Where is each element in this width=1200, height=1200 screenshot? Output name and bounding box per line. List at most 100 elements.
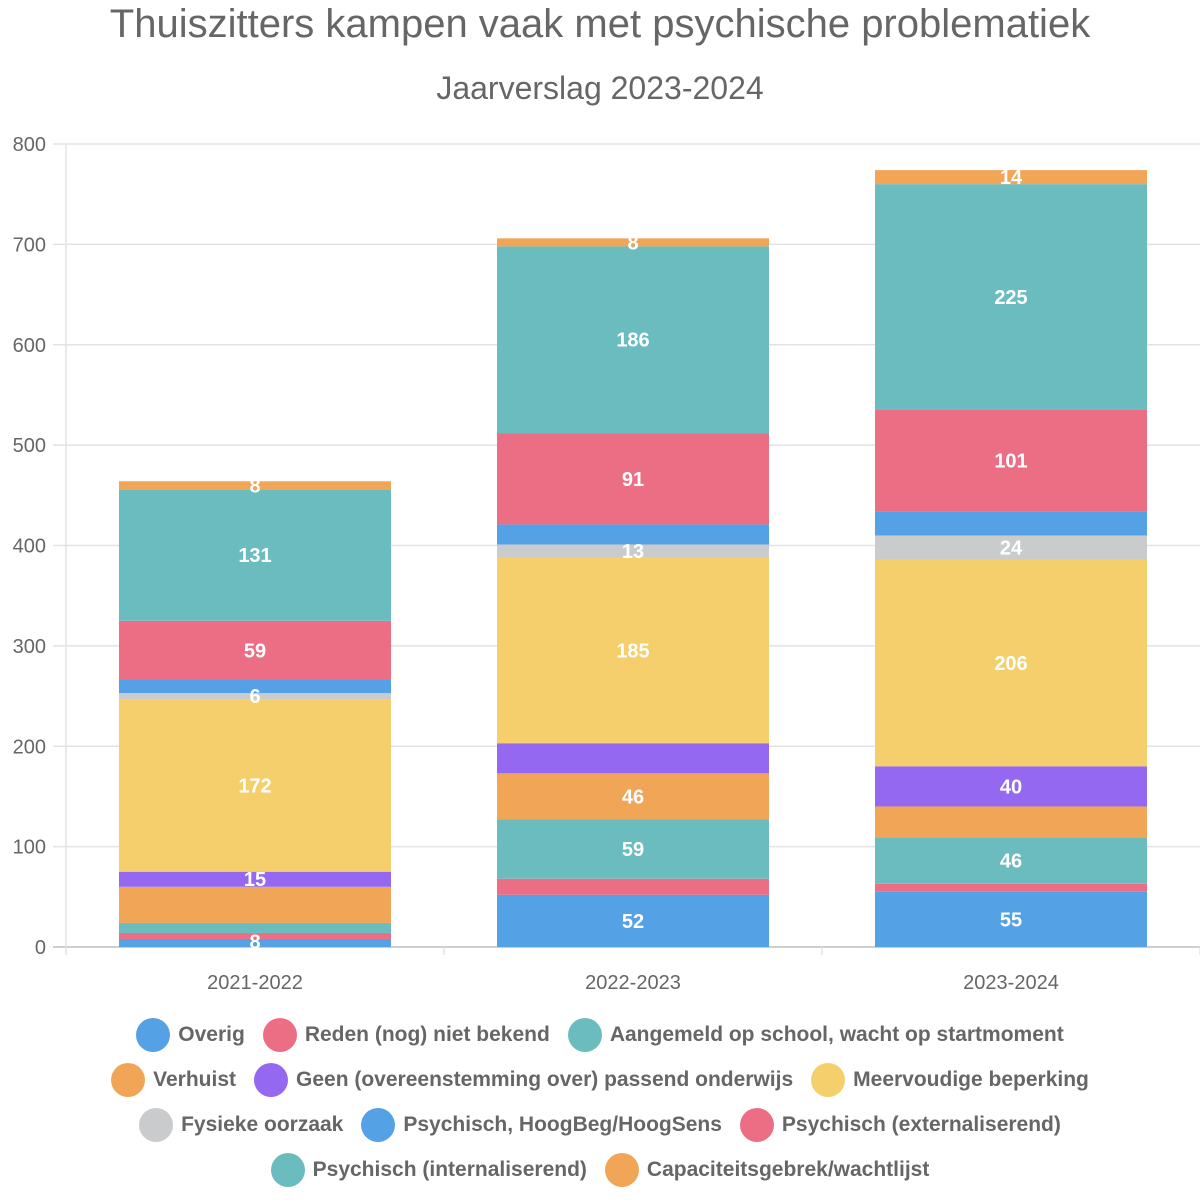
legend-item-overig[interactable]: Overig bbox=[136, 1017, 245, 1052]
legend-item-meervoudige-beperking[interactable]: Meervoudige beperking bbox=[811, 1062, 1089, 1097]
bar-segment bbox=[497, 773, 769, 820]
legend-label: Aangemeld op school, wacht op startmomen… bbox=[609, 1022, 1064, 1046]
bar-segment bbox=[875, 170, 1147, 185]
bar-segment bbox=[497, 238, 769, 247]
legend-item-capaciteitsgebrek[interactable]: Capaciteitsgebrek/wachtlijst bbox=[604, 1152, 930, 1187]
data-label: 185 bbox=[616, 640, 649, 662]
legend-label: Psychisch (internaliserend) bbox=[312, 1157, 587, 1181]
data-label: 186 bbox=[616, 330, 649, 352]
legend-label: Psychisch, HoogBeg/HoogSens bbox=[403, 1112, 722, 1136]
legend-swatch-icon bbox=[136, 1017, 171, 1052]
legend-row: Fysieke oorzaak Psychisch, HoogBeg/HoogS… bbox=[0, 1102, 1200, 1147]
chart-title: Thuiszitters kampen vaak met psychische … bbox=[109, 2, 1091, 46]
y-tick-label: 0 bbox=[35, 937, 46, 959]
data-label: 59 bbox=[244, 640, 266, 662]
bar-segment bbox=[119, 680, 391, 694]
data-label: 8 bbox=[249, 475, 260, 497]
bar-segment bbox=[497, 819, 769, 879]
bar-segment bbox=[875, 511, 1147, 536]
bar-segment bbox=[119, 943, 391, 947]
legend-item-psychisch-internaliserend[interactable]: Psychisch (internaliserend) bbox=[270, 1152, 587, 1187]
data-label: 8 bbox=[249, 931, 260, 953]
legend-swatch-icon bbox=[739, 1107, 774, 1142]
legend-label: Geen (overeenstemming over) passend onde… bbox=[296, 1067, 794, 1091]
legend-item-psychisch-hoogbeg[interactable]: Psychisch, HoogBeg/HoogSens bbox=[361, 1107, 722, 1142]
legend-row: Overig Reden (nog) niet bekend Aangemeld… bbox=[0, 1012, 1200, 1057]
data-label: 55 bbox=[1000, 909, 1022, 931]
bar-segment bbox=[875, 883, 1147, 892]
bar-segment bbox=[497, 894, 769, 947]
bar-segment bbox=[875, 766, 1147, 807]
legend-label: Verhuist bbox=[153, 1067, 236, 1091]
legend-label: Overig bbox=[178, 1022, 245, 1046]
y-tick-label: 800 bbox=[13, 134, 46, 156]
legend-item-psychisch-externaliserend[interactable]: Psychisch (externaliserend) bbox=[739, 1107, 1061, 1142]
legend: Overig Reden (nog) niet bekend Aangemeld… bbox=[0, 1012, 1200, 1192]
bar-segment bbox=[497, 557, 769, 744]
legend-item-reden-niet-bekend[interactable]: Reden (nog) niet bekend bbox=[262, 1017, 550, 1052]
bar-segment bbox=[875, 535, 1147, 560]
bar-segment bbox=[119, 922, 391, 933]
legend-label: Reden (nog) niet bekend bbox=[304, 1022, 550, 1046]
data-label: 46 bbox=[1000, 851, 1022, 873]
legend-swatch-icon bbox=[567, 1017, 602, 1052]
data-label: 131 bbox=[238, 545, 271, 567]
legend-label: Capaciteitsgebrek/wachtlijst bbox=[646, 1157, 930, 1181]
legend-item-verhuist[interactable]: Verhuist bbox=[111, 1062, 236, 1097]
legend-row: Verhuist Geen (overeenstemming over) pas… bbox=[0, 1057, 1200, 1102]
legend-item-fysieke-oorzaak[interactable]: Fysieke oorzaak bbox=[139, 1107, 344, 1142]
legend-item-aangemeld-op-school[interactable]: Aangemeld op school, wacht op startmomen… bbox=[567, 1017, 1064, 1052]
bar-segment bbox=[875, 806, 1147, 838]
legend-swatch-icon bbox=[262, 1017, 297, 1052]
bar-segment bbox=[119, 693, 391, 700]
bar-segment bbox=[119, 932, 391, 939]
bar-segment bbox=[875, 184, 1147, 410]
legend-row: Psychisch (internaliserend) Capaciteitsg… bbox=[0, 1147, 1200, 1192]
legend-swatch-icon bbox=[811, 1062, 846, 1097]
bar-segment bbox=[875, 409, 1147, 512]
bar-segment bbox=[497, 743, 769, 774]
y-tick-label: 500 bbox=[13, 435, 46, 457]
data-label: 6 bbox=[249, 686, 260, 708]
bar-segment bbox=[119, 481, 391, 490]
data-label: 206 bbox=[994, 653, 1027, 675]
data-label: 24 bbox=[1000, 538, 1023, 560]
legend-swatch-icon bbox=[139, 1107, 174, 1142]
legend-swatch-icon bbox=[361, 1107, 396, 1142]
x-tick-label: 2023-2024 bbox=[963, 972, 1059, 994]
y-tick-label: 400 bbox=[13, 536, 46, 558]
data-label: 8 bbox=[627, 232, 638, 254]
legend-label: Meervoudige beperking bbox=[853, 1067, 1089, 1091]
bar-segment bbox=[119, 886, 391, 923]
bar-segment bbox=[497, 246, 769, 434]
bar-segment bbox=[875, 891, 1147, 947]
bar-segment bbox=[875, 837, 1147, 884]
legend-item-geen-passend-onderwijs[interactable]: Geen (overeenstemming over) passend onde… bbox=[254, 1062, 794, 1097]
legend-swatch-icon bbox=[604, 1152, 639, 1187]
bar-segment bbox=[119, 938, 391, 944]
y-tick-label: 200 bbox=[13, 736, 46, 758]
data-label: 14 bbox=[1000, 167, 1023, 189]
data-label: 91 bbox=[622, 469, 644, 491]
legend-swatch-icon bbox=[270, 1152, 305, 1187]
bar-segment bbox=[497, 878, 769, 895]
data-label: 172 bbox=[238, 775, 271, 797]
bar-segment bbox=[497, 544, 769, 558]
y-tick-label: 700 bbox=[13, 234, 46, 256]
y-tick-label: 100 bbox=[13, 837, 46, 859]
bar-segment bbox=[497, 433, 769, 525]
bar-segment bbox=[497, 524, 769, 545]
legend-label: Fysieke oorzaak bbox=[181, 1112, 344, 1136]
bar-segment bbox=[119, 699, 391, 872]
stacked-bar-chart: 0 100 200 300 400 500 600 700 800 8 15 172 6 59 131 8 20… bbox=[13, 134, 1200, 994]
legend-swatch-icon bbox=[111, 1062, 146, 1097]
data-label: 59 bbox=[622, 839, 644, 861]
y-tick-label: 600 bbox=[13, 335, 46, 357]
bar-segment bbox=[119, 620, 391, 681]
data-label: 15 bbox=[244, 869, 266, 891]
bar-segment bbox=[119, 871, 391, 887]
legend-label: Psychisch (externaliserend) bbox=[781, 1112, 1061, 1136]
x-tick-label: 2021-2022 bbox=[207, 972, 303, 994]
data-label: 13 bbox=[622, 541, 644, 563]
